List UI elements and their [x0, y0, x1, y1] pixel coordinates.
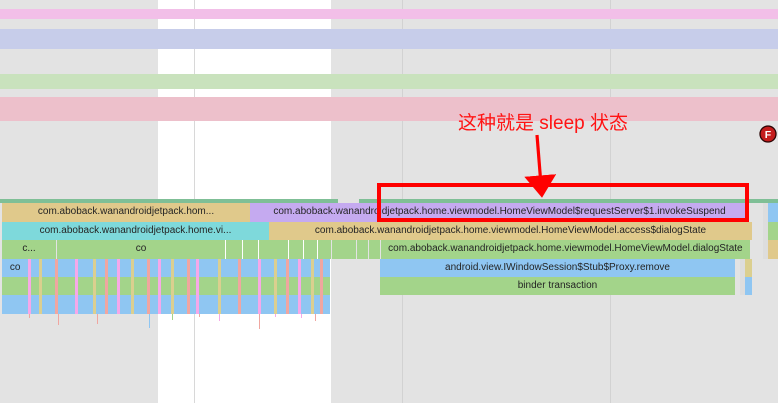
- svg-text:F: F: [765, 129, 772, 141]
